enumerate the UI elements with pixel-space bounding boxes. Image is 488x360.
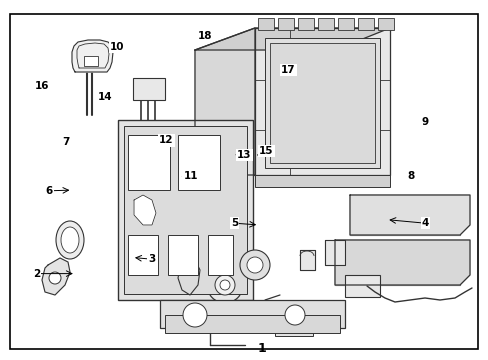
Text: 8: 8 <box>407 171 413 181</box>
Bar <box>377 18 393 30</box>
Circle shape <box>220 280 229 290</box>
Polygon shape <box>325 240 345 265</box>
Circle shape <box>240 250 269 280</box>
Text: 5: 5 <box>231 218 238 228</box>
Text: 9: 9 <box>421 117 428 127</box>
Bar <box>84 56 98 66</box>
Text: 15: 15 <box>259 146 273 156</box>
Polygon shape <box>195 28 389 50</box>
Polygon shape <box>42 258 70 295</box>
Bar <box>133 78 164 100</box>
Ellipse shape <box>56 221 84 259</box>
Text: 6: 6 <box>45 186 52 196</box>
Bar <box>128 235 158 275</box>
Bar <box>264 38 379 168</box>
Circle shape <box>285 305 305 325</box>
Bar <box>128 135 170 190</box>
Text: 10: 10 <box>110 42 124 52</box>
Text: 14: 14 <box>98 92 112 102</box>
Bar <box>297 18 313 30</box>
Text: 7: 7 <box>62 137 70 147</box>
Bar <box>178 135 220 190</box>
Ellipse shape <box>61 227 79 253</box>
Text: 11: 11 <box>183 171 198 181</box>
Polygon shape <box>178 260 200 295</box>
Polygon shape <box>195 28 254 175</box>
Circle shape <box>206 267 243 303</box>
Bar <box>357 18 373 30</box>
Polygon shape <box>77 43 109 68</box>
Bar <box>168 235 198 275</box>
Bar <box>349 195 459 235</box>
Bar <box>345 275 379 297</box>
Bar <box>258 18 273 30</box>
Bar <box>269 43 374 163</box>
Text: 17: 17 <box>281 65 295 75</box>
Circle shape <box>215 275 235 295</box>
Bar <box>254 175 389 187</box>
Bar <box>334 240 459 285</box>
Circle shape <box>49 272 61 284</box>
Bar <box>118 120 252 300</box>
Polygon shape <box>349 195 469 235</box>
Polygon shape <box>254 28 389 175</box>
Bar <box>124 126 246 294</box>
Text: 1: 1 <box>257 342 265 355</box>
Bar <box>207 235 232 275</box>
Bar <box>278 18 293 30</box>
Text: 18: 18 <box>198 31 212 41</box>
Bar <box>164 315 339 333</box>
Text: 12: 12 <box>159 135 173 145</box>
Polygon shape <box>72 40 113 72</box>
Bar <box>317 18 333 30</box>
Text: 13: 13 <box>237 150 251 160</box>
Circle shape <box>246 257 263 273</box>
Bar <box>160 300 345 328</box>
Polygon shape <box>299 250 314 270</box>
Polygon shape <box>134 195 156 225</box>
Text: 4: 4 <box>421 218 428 228</box>
Circle shape <box>183 303 206 327</box>
Text: 16: 16 <box>34 81 49 91</box>
Text: 2: 2 <box>33 269 40 279</box>
Bar <box>337 18 353 30</box>
Polygon shape <box>334 240 469 285</box>
Bar <box>274 318 312 336</box>
Text: 3: 3 <box>148 254 155 264</box>
